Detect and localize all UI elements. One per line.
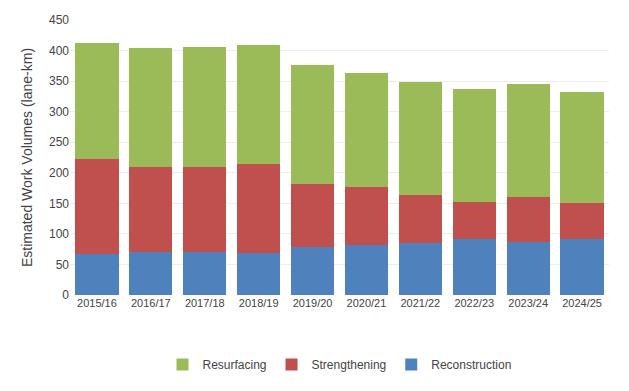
svg-text:200: 200 [49, 166, 69, 180]
svg-text:2019/20: 2019/20 [293, 297, 333, 309]
svg-text:2016/17: 2016/17 [131, 297, 171, 309]
svg-text:300: 300 [49, 105, 69, 119]
svg-text:2022/23: 2022/23 [454, 297, 494, 309]
svg-text:Estimated Work Volumes (lane-k: Estimated Work Volumes (lane-km) [19, 48, 35, 267]
svg-text:Resurfacing: Resurfacing [203, 358, 267, 372]
svg-text:2015/16: 2015/16 [77, 297, 117, 309]
svg-text:2018/19: 2018/19 [239, 297, 279, 309]
svg-text:350: 350 [49, 74, 69, 88]
svg-text:2017/18: 2017/18 [185, 297, 225, 309]
svg-text:2021/22: 2021/22 [400, 297, 440, 309]
svg-text:450: 450 [49, 13, 69, 27]
svg-text:400: 400 [49, 44, 69, 58]
svg-text:2024/25: 2024/25 [562, 297, 602, 309]
svg-text:250: 250 [49, 135, 69, 149]
svg-text:2023/24: 2023/24 [508, 297, 548, 309]
svg-text:Strengthening: Strengthening [312, 358, 387, 372]
svg-text:0: 0 [62, 288, 69, 302]
svg-text:2020/21: 2020/21 [347, 297, 387, 309]
svg-text:Reconstruction: Reconstruction [431, 358, 511, 372]
svg-text:50: 50 [56, 258, 70, 272]
svg-text:150: 150 [49, 197, 69, 211]
svg-text:100: 100 [49, 227, 69, 241]
